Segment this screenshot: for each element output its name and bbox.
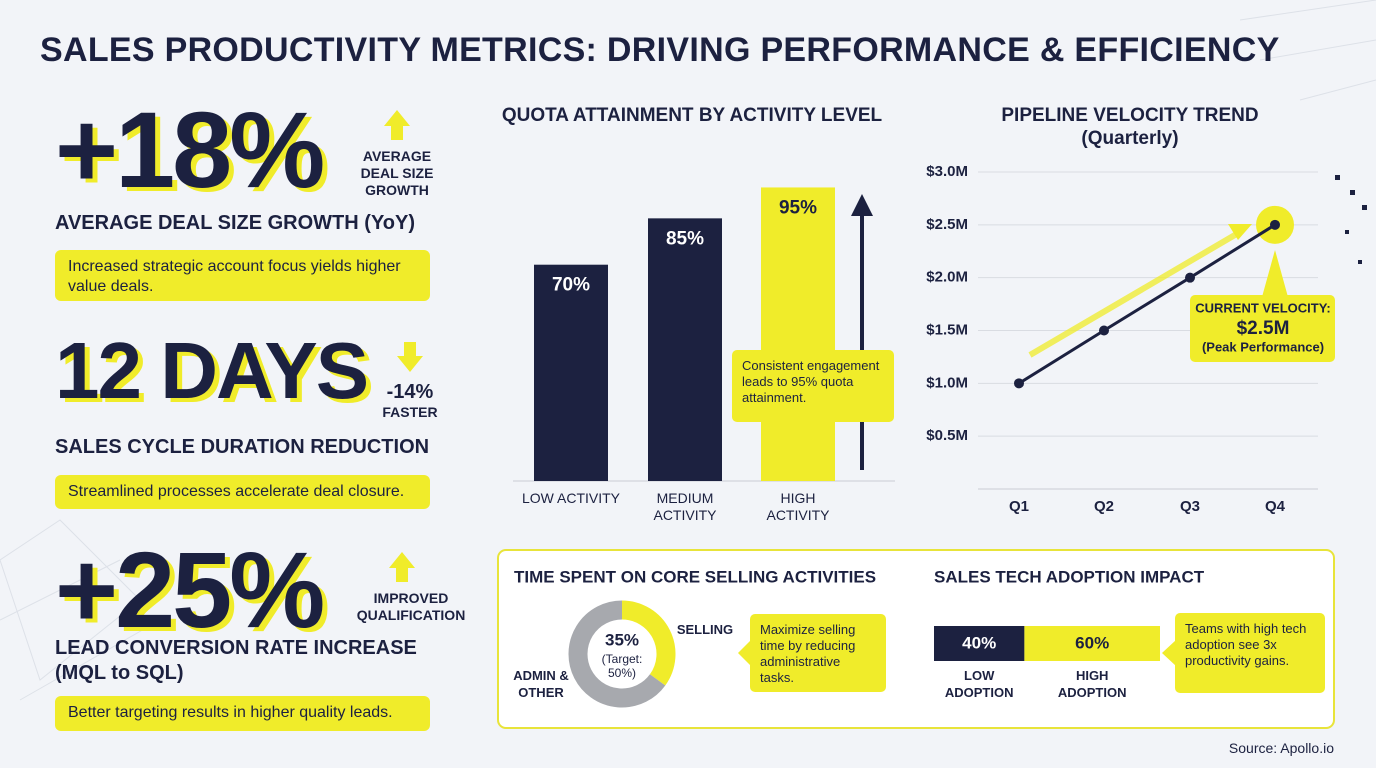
- kpi-heading: SALES CYCLE DURATION REDUCTION: [55, 436, 430, 458]
- kpi-value: 12 DAYS: [55, 326, 369, 415]
- center-note: (Target: 50%): [601, 652, 643, 680]
- trend-arrow-head: [851, 194, 873, 216]
- value-label: 85%: [666, 228, 704, 249]
- y-tick-label: $0.5M: [926, 427, 968, 444]
- kpi-side: FASTER: [382, 404, 438, 420]
- y-tick-label: $1.5M: [926, 321, 968, 338]
- value-label: 40%: [962, 633, 996, 652]
- bar: [648, 218, 722, 481]
- bar-segment: [1024, 626, 1160, 661]
- point: [1014, 378, 1024, 389]
- x-tick-label: HIGH ADOPTION: [1057, 668, 1127, 700]
- x-tick-label: HIGH ACTIVITY: [766, 490, 830, 523]
- chart-title: QUOTA ATTAINMENT BY ACTIVITY LEVEL: [501, 105, 883, 126]
- donut-segment: [621, 600, 676, 686]
- trend-arrow: [1028, 229, 1242, 358]
- x-tick-label: LOW ADOPTION: [944, 668, 1014, 700]
- bar: [761, 187, 835, 481]
- y-tick-label: $1.0M: [926, 374, 968, 391]
- kpi-note: Better targeting results in higher quali…: [55, 696, 430, 731]
- annotation: Consistent engagement leads to 95% quota…: [732, 350, 894, 422]
- annotation: CURRENT VELOCITY:: [1195, 300, 1331, 315]
- legend-label: SELLING: [676, 622, 734, 637]
- value-label: 60%: [1075, 633, 1109, 652]
- kpi-heading: AVERAGE DEAL SIZE GROWTH (YoY): [55, 212, 416, 234]
- bar: [534, 264, 608, 481]
- x-tick-label: LOW ACTIVITY: [521, 490, 620, 506]
- donut-hole: [588, 620, 656, 688]
- x-tick-label: Q3: [1180, 498, 1200, 515]
- x-tick-label: Q2: [1094, 498, 1114, 515]
- legend-label: ADMIN & OTHER: [513, 668, 569, 700]
- kpi-heading: LEAD CONVERSION RATE INCREASE (MQL to SQ…: [55, 637, 417, 684]
- bar-segment: [934, 626, 1025, 661]
- x-tick-label: MEDIUM ACTIVITY: [653, 490, 717, 523]
- trend-arrow-head: [1228, 224, 1252, 240]
- kpi-side-value: -14%: [386, 381, 434, 403]
- kpi-value: +25%: [55, 529, 325, 650]
- source: Source: Apollo.io: [1228, 740, 1334, 756]
- kpi-side: IMPROVED QUALIFICATION: [356, 590, 466, 623]
- callout-pointer: [738, 640, 751, 666]
- chart-title: SALES TECH ADOPTION IMPACT: [934, 567, 1205, 586]
- chart-title: TIME SPENT ON CORE SELLING ACTIVITIES: [514, 567, 876, 586]
- annotation: Maximize selling time by reducing admini…: [750, 614, 886, 692]
- point: [1099, 325, 1109, 336]
- annotation: Teams with high tech adoption see 3x pro…: [1175, 613, 1325, 693]
- annotation-box: [1190, 295, 1335, 362]
- y-tick-label: $2.5M: [926, 216, 968, 233]
- x-tick-label: Q1: [1009, 498, 1029, 515]
- callout-pointer: [1262, 250, 1288, 297]
- point: [1185, 272, 1195, 283]
- kpi-note: Streamlined processes accelerate deal cl…: [55, 475, 430, 509]
- callout-pointer: [1162, 640, 1176, 666]
- callout-pointer: [760, 336, 784, 352]
- kpi-value: +18%: [55, 89, 325, 210]
- value-label: 70%: [552, 275, 590, 296]
- y-tick-label: $2.0M: [926, 269, 968, 286]
- point: [1270, 219, 1280, 230]
- y-tick-label: $3.0M: [926, 163, 968, 180]
- page-title: SALES PRODUCTIVITY METRICS: DRIVING PERF…: [40, 31, 1280, 69]
- kpi-note: Increased strategic account focus yields…: [55, 250, 430, 301]
- chart-subtitle: (Quarterly): [1081, 128, 1179, 149]
- chart-title: PIPELINE VELOCITY TREND: [1001, 105, 1259, 126]
- center-label: 35%: [605, 630, 639, 649]
- annotation: $2.5M: [1237, 318, 1290, 339]
- x-tick-label: Q4: [1265, 498, 1286, 515]
- donut-segment: [568, 600, 666, 708]
- value-label: 95%: [779, 197, 817, 218]
- annotation: (Peak Performance): [1202, 339, 1324, 354]
- line: [1018, 223, 1276, 385]
- kpi-side: AVERAGE DEAL SIZE GROWTH: [360, 148, 434, 198]
